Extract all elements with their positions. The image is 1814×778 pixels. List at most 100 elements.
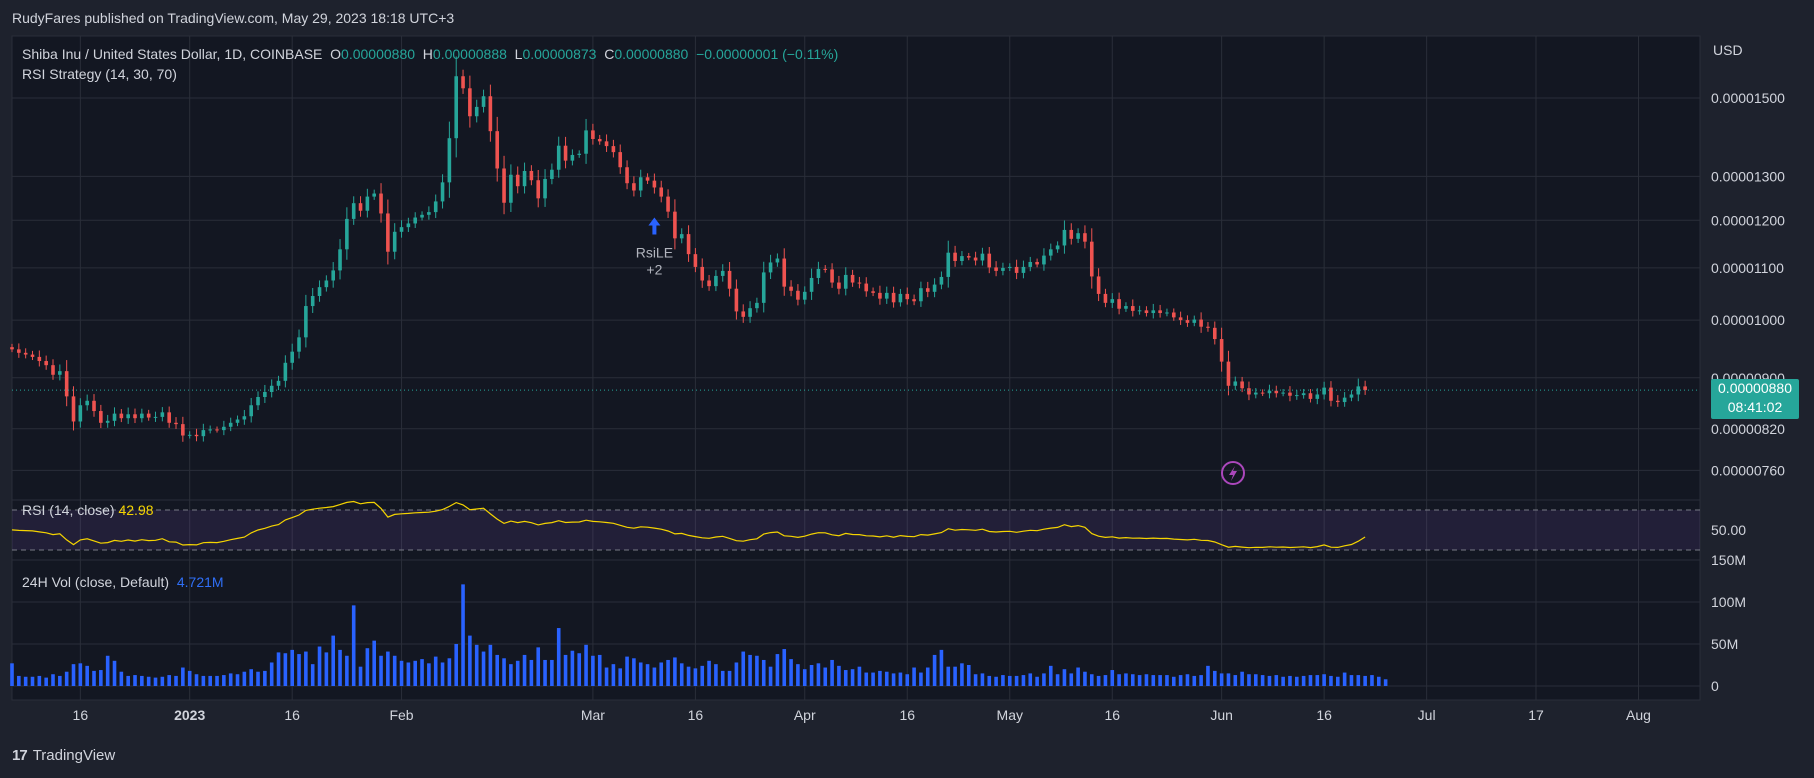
volume-bar [64,671,69,686]
candle-body [645,177,650,181]
volume-bar [338,649,342,686]
price-tick-label: 0.00001000 [1711,312,1785,328]
candle-body [447,138,452,183]
volume-bar [1281,676,1285,686]
volume-bar [789,659,793,686]
candle-body [1069,229,1074,239]
candle-body [618,152,623,168]
candle-body [850,274,855,283]
candle-body [488,96,493,132]
volume-bar [1219,673,1224,686]
candle-body [652,180,657,188]
symbol-title[interactable]: Shiba Inu / United States Dollar, 1D, CO… [22,46,323,62]
candle-body [92,400,96,412]
volume-bar [1329,675,1333,686]
candle-body [857,282,862,284]
volume-bar [919,672,923,686]
candle-body [1294,395,1299,397]
volume-bar [816,663,821,686]
volume-bar [454,644,459,686]
candle-body [755,302,759,309]
candle-body [1329,387,1333,401]
candle-body [276,380,281,386]
volume-bar [1206,665,1210,686]
axes: 16 2023 16 Feb Mar 16 Apr 16 May 16 Jun 16 Jul 17 Aug 0… [73,90,1786,723]
candle-body [1349,394,1354,398]
rsi-band-fill [12,510,1700,550]
candle-body [85,400,89,406]
candle-body [1247,388,1251,395]
candle-body [556,145,561,170]
candle-body [263,391,267,397]
bar-countdown: 08:41:02 [1727,399,1783,415]
strategy-legend[interactable]: RSI Strategy (14, 30, 70) [22,66,177,82]
volume-bar [932,654,937,686]
volume-bar [1308,675,1313,686]
volume-bar [167,675,171,686]
volume-bar [584,644,588,686]
x-tick-label: Mar [581,707,605,723]
volume-bar [994,676,998,686]
volume-bar [830,659,834,686]
strategy-signal[interactable]: RsiLE+2 [636,217,673,277]
volume-bar [666,659,670,686]
x-tick-label: 2023 [174,707,205,723]
candle-body [181,424,185,436]
volume-bar [837,665,841,686]
x-tick-label: 16 [284,707,300,723]
volume-bar [317,646,322,686]
candle-body [761,272,766,303]
volume-bar [1028,673,1033,686]
candle-body [686,234,691,255]
candle-body [864,283,869,292]
volume-bar [283,653,288,686]
volume-bar [249,669,253,686]
volume-bar [194,674,199,686]
candle-body [365,196,370,211]
volume-bar [58,675,62,686]
tradingview-logo-icon[interactable]: 17 [12,747,28,764]
candle-body [1151,310,1156,314]
candle-body [1335,400,1340,403]
volume-bar [912,667,916,686]
volume-legend[interactable]: 24H Vol (close, Default) 4.721M [22,574,224,590]
volume-bar [673,657,677,686]
candle-body [796,290,800,300]
candle-body [160,412,165,417]
candle-body [720,270,725,276]
candle-body [1096,276,1101,294]
volume-bar [884,671,889,686]
volume-bar [857,666,862,686]
footer: 17 TradingView [12,747,115,764]
volume-bar [51,674,55,686]
volume-bar [1363,675,1367,686]
candle-body [987,253,992,268]
volume-bar [686,666,691,686]
close-value: 0.00000880 [614,46,689,62]
candle-body [1035,261,1039,265]
trading-chart[interactable]: 16 2023 16 Feb Mar 16 Apr 16 May 16 Jun 16 Jul 17 Aug 0… [0,0,1814,740]
candle-body [543,178,547,199]
candle-body [283,362,288,381]
candle-body [10,347,14,350]
volume-bar [987,675,992,686]
last-price-badge: 0.00000880 08:41:02 [1711,379,1799,419]
lightning-icon[interactable] [1221,461,1245,485]
volume-bar [625,656,629,686]
volume-bar [1014,675,1019,686]
footer-brand[interactable]: TradingView [32,747,116,764]
candle-body [925,288,930,292]
volume-bar [1349,675,1354,686]
volume-bar [761,659,766,686]
volume-bar [618,668,623,686]
volume-bar [105,655,110,686]
candle-body [802,291,807,300]
volume-bar [228,673,233,686]
candle-body [1342,397,1347,403]
volume-bar [529,659,534,686]
rsi-legend[interactable]: RSI (14, close) 42.98 [22,502,154,518]
candle-body [208,429,212,431]
candle-body [1076,233,1080,239]
volume-bar [23,676,28,686]
candle-body [17,349,21,353]
